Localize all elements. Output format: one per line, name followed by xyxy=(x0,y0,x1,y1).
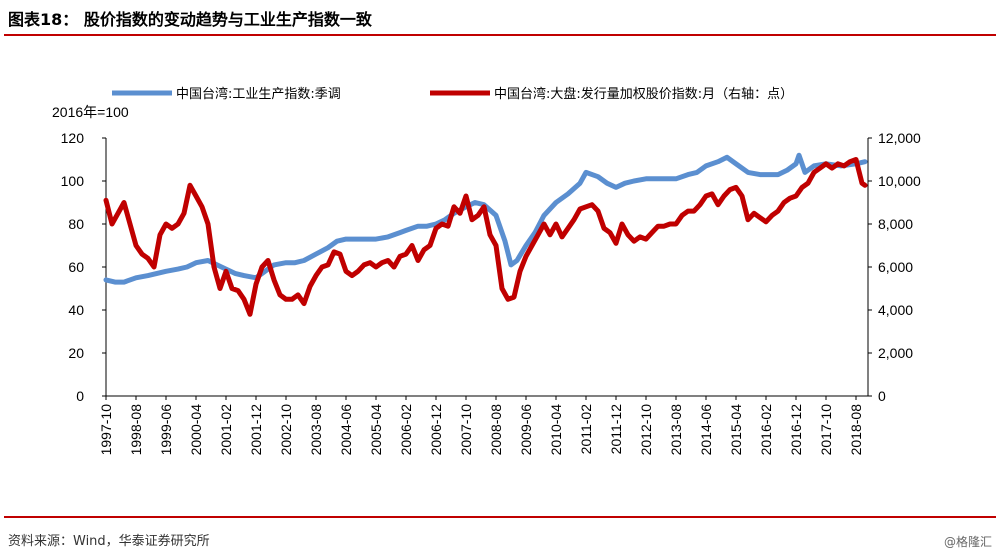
y-right-tick-label: 2,000 xyxy=(878,345,913,361)
series-line-index xyxy=(103,157,868,317)
x-tick-label: 1997-10 xyxy=(98,404,114,456)
x-tick-label: 2015-04 xyxy=(728,404,744,456)
left-axis-unit: 2016年=100 xyxy=(52,104,129,120)
x-tick-label: 2008-08 xyxy=(488,404,504,456)
y-left-tick-label: 0 xyxy=(76,388,84,404)
x-tick-label: 2007-10 xyxy=(458,404,474,456)
chart: 中国台湾:工业生产指数:季调 中国台湾:大盘:发行量加权股价指数:月（右轴：点）… xyxy=(52,86,921,455)
x-tick-label: 2009-06 xyxy=(518,404,534,456)
y-left-tick-label: 60 xyxy=(68,259,84,275)
x-tick-label: 2011-02 xyxy=(578,404,594,455)
x-tick-label: 2000-04 xyxy=(188,404,204,456)
x-tick-label: 2017-10 xyxy=(818,404,834,456)
y-right-tick-label: 8,000 xyxy=(878,216,913,232)
x-tick-label: 2001-12 xyxy=(248,404,264,456)
x-tick-label: 2001-02 xyxy=(218,404,234,456)
x-tick-label: 2010-04 xyxy=(548,404,564,456)
y-right-tick-label: 4,000 xyxy=(878,302,913,318)
axes: 0 20 40 60 80 100 120 0 2,000 4,000 6,000 8,000 10,0… xyxy=(61,130,921,455)
y-left-tick-label: 20 xyxy=(68,345,84,361)
y-left-tick-label: 80 xyxy=(68,216,84,232)
y-right-tick-label: 0 xyxy=(878,388,886,404)
x-tick-label: 1998-08 xyxy=(128,404,144,456)
watermark: @格隆汇 xyxy=(943,535,992,549)
x-tick-label: 2011-12 xyxy=(608,404,624,455)
x-tick-label: 2002-10 xyxy=(278,404,294,456)
y-left-tick-label: 100 xyxy=(61,173,85,189)
source-note: 资料来源：Wind，华泰证券研究所 xyxy=(8,534,210,549)
x-tick-label: 2005-04 xyxy=(368,404,384,456)
y-right-tick-label: 10,000 xyxy=(878,173,921,189)
x-tick-label: 2018-08 xyxy=(848,404,864,456)
x-tick-label: 2006-12 xyxy=(428,404,444,456)
x-tick-label: 1999-06 xyxy=(158,404,174,456)
x-tick-label: 2016-02 xyxy=(758,404,774,456)
legend-label-index: 中国台湾:大盘:发行量加权股价指数:月（右轴：点） xyxy=(494,86,793,102)
y-left-tick-label: 120 xyxy=(61,130,85,146)
y-right-tick-label: 12,000 xyxy=(878,130,921,146)
y-left-tick-label: 40 xyxy=(68,302,84,318)
x-tick-label: 2012-10 xyxy=(638,404,654,456)
x-tick-label: 2016-12 xyxy=(788,404,804,456)
legend-label-ip: 中国台湾:工业生产指数:季调 xyxy=(176,86,341,102)
x-tick-label: 2014-06 xyxy=(698,404,714,456)
x-tick-label: 2004-06 xyxy=(338,404,354,456)
footer-rule xyxy=(4,516,996,518)
legend: 中国台湾:工业生产指数:季调 中国台湾:大盘:发行量加权股价指数:月（右轴：点） xyxy=(112,86,793,102)
title-rule xyxy=(4,34,996,36)
series-lines xyxy=(103,152,868,317)
figure-title: 图表18： 股价指数的变动趋势与工业生产指数一致 xyxy=(8,10,372,29)
y-right-tick-label: 6,000 xyxy=(878,259,913,275)
x-tick-label: 2013-08 xyxy=(668,404,684,456)
x-tick-label: 2003-08 xyxy=(308,404,324,456)
x-tick-label: 2006-02 xyxy=(398,404,414,456)
